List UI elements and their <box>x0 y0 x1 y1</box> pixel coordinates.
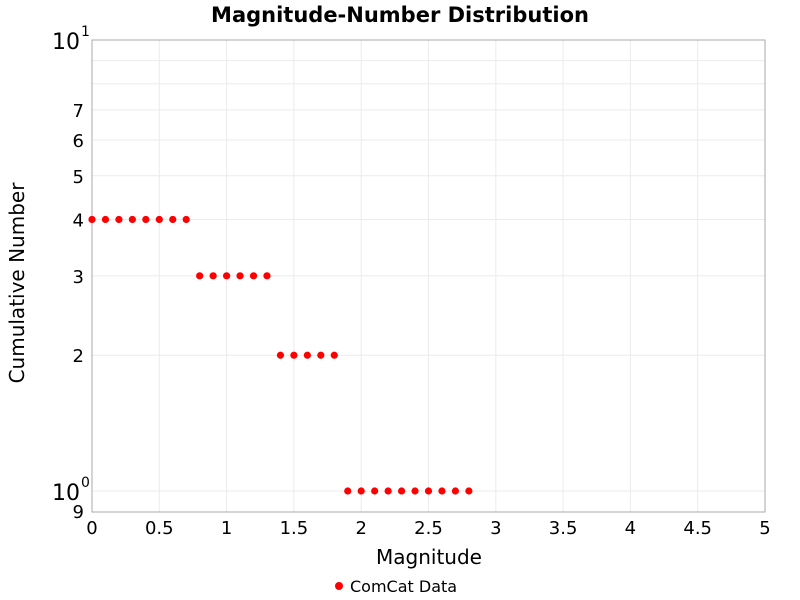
data-point <box>317 351 325 359</box>
legend-marker <box>335 582 343 590</box>
x-tick-label: 2 <box>355 518 366 539</box>
x-tick-label: 2.5 <box>414 518 443 539</box>
data-point <box>303 351 311 359</box>
data-point <box>142 215 150 224</box>
x-tick-label: 0 <box>86 518 97 539</box>
data-point <box>424 487 433 495</box>
y-tick-label: 10 <box>52 30 80 55</box>
data-point <box>196 272 204 280</box>
grid <box>91 40 766 512</box>
data-point <box>88 215 96 224</box>
y-tick-label: 7 <box>73 101 84 122</box>
y-tick-label: 2 <box>73 346 84 367</box>
x-tick-label: 1 <box>221 518 232 539</box>
x-tick-label: 3.5 <box>549 518 578 539</box>
data-point <box>236 272 244 280</box>
data-points <box>88 215 473 495</box>
data-point <box>371 487 379 495</box>
x-ticks: 0 0.5 1 1.5 2 2.5 3 3.5 4 4.5 5 <box>86 518 770 539</box>
x-tick-label: 0.5 <box>145 518 174 539</box>
y-tick-label: 6 <box>73 131 84 152</box>
data-point <box>276 351 285 359</box>
data-point <box>263 272 271 280</box>
y-tick-label: 4 <box>73 210 84 231</box>
x-tick-label: 4 <box>625 518 636 539</box>
data-point <box>344 487 352 495</box>
y-tick-label: 9 <box>73 502 84 523</box>
data-point <box>330 351 338 359</box>
data-point <box>223 272 231 280</box>
data-point <box>249 272 258 280</box>
y-tick-label: 5 <box>73 167 84 188</box>
y-tick-label: 10 <box>52 481 80 506</box>
data-point <box>101 215 110 224</box>
data-point <box>357 487 365 495</box>
data-point <box>128 215 136 224</box>
x-tick-label: 3 <box>490 518 501 539</box>
y-axis-label: Cumulative Number <box>5 182 29 384</box>
x-tick-label: 5 <box>759 518 770 539</box>
data-point <box>169 215 177 224</box>
data-point <box>155 215 163 224</box>
y-tick-exponent: 1 <box>81 24 90 40</box>
data-point <box>384 487 392 495</box>
y-tick-exponent: 0 <box>81 475 90 491</box>
data-point <box>290 351 298 359</box>
data-point <box>209 272 217 280</box>
data-point <box>115 215 123 224</box>
data-point <box>182 215 190 224</box>
data-point <box>465 487 473 495</box>
x-tick-label: 4.5 <box>683 518 712 539</box>
data-point <box>451 487 460 495</box>
y-tick-label: 3 <box>73 267 84 288</box>
data-point <box>397 487 406 495</box>
plot-frame <box>91 39 766 513</box>
chart-title: Magnitude-Number Distribution <box>211 3 589 27</box>
x-tick-label: 1.5 <box>280 518 309 539</box>
legend: ComCat Data <box>335 577 457 596</box>
x-axis-label: Magnitude <box>376 545 482 569</box>
legend-label: ComCat Data <box>350 577 457 596</box>
data-point <box>438 487 446 495</box>
data-point <box>411 487 419 495</box>
